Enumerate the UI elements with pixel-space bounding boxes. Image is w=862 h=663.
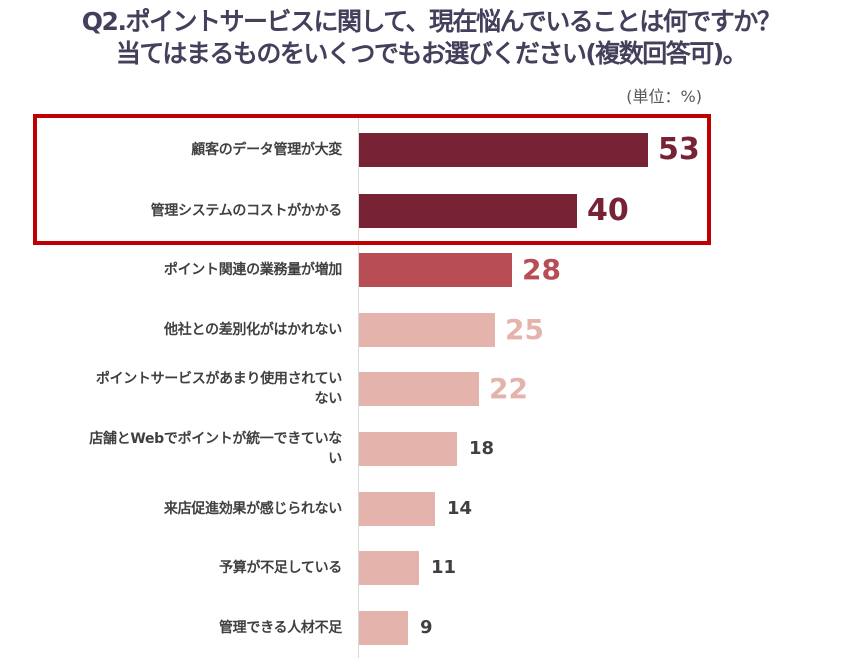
bar xyxy=(359,492,435,526)
bar-row: 来店促進効果が感じられない 14 xyxy=(0,492,862,526)
data-value-label: 28 xyxy=(522,253,561,286)
category-label: 店舗とWebでポイントが統一できていない xyxy=(89,431,342,467)
data-value-label: 18 xyxy=(469,438,495,459)
chart-title-line-2: 当てはまるものをいくつでもお選びください(複数回答可)。 xyxy=(115,39,748,68)
bar xyxy=(359,133,648,167)
category-label: ポイントサービスがあまり使用されてい ない xyxy=(95,371,342,407)
data-value-label: 22 xyxy=(489,372,528,405)
category-axis-line xyxy=(358,118,359,658)
bar-row: 他社との差別化がはかれない 25 xyxy=(0,313,862,347)
data-value-label: 9 xyxy=(420,617,433,638)
bar xyxy=(359,372,479,406)
bar-row: 店舗とWebでポイントが統一できていない 18 xyxy=(0,431,862,467)
category-label: ポイント関連の業務量が増加 xyxy=(163,262,342,278)
chart-title-line-1: Q2.ポイントサービスに関して、現在悩んでいることは何ですか？ xyxy=(81,7,782,36)
data-value-label: 14 xyxy=(447,498,473,519)
bar xyxy=(359,313,495,347)
bar-row: ポイントサービスがあまり使用されてい ない 22 xyxy=(0,371,862,407)
bar-row: 顧客のデータ管理が大変 53 xyxy=(0,133,862,167)
bar-row: 管理できる人材不足 9 xyxy=(0,611,862,645)
data-value-label: 53 xyxy=(658,132,700,167)
data-value-label: 40 xyxy=(587,193,629,228)
data-value-label: 25 xyxy=(505,313,544,346)
bar-row: 予算が不足している 11 xyxy=(0,551,862,585)
unit-label: (単位：%) xyxy=(626,87,702,106)
category-label: 顧客のデータ管理が大変 xyxy=(191,142,342,158)
bar xyxy=(359,194,577,228)
bar xyxy=(359,611,408,645)
bar xyxy=(359,432,457,466)
bar-row: 管理システムのコストがかかる 40 xyxy=(0,194,862,228)
bar xyxy=(359,253,512,287)
category-label: 来店促進効果が感じられない xyxy=(163,501,342,517)
data-value-label: 11 xyxy=(431,557,457,578)
category-label: 他社との差別化がはかれない xyxy=(164,322,342,338)
chart-title: Q2.ポイントサービスに関して、現在悩んでいることは何ですか？ 当てはまるものを… xyxy=(0,6,862,70)
category-label: 予算が不足している xyxy=(219,560,342,576)
bar xyxy=(359,551,419,585)
category-label: 管理できる人材不足 xyxy=(218,620,342,636)
category-label: 管理システムのコストがかかる xyxy=(150,203,343,219)
bar-row: ポイント関連の業務量が増加 28 xyxy=(0,253,862,287)
